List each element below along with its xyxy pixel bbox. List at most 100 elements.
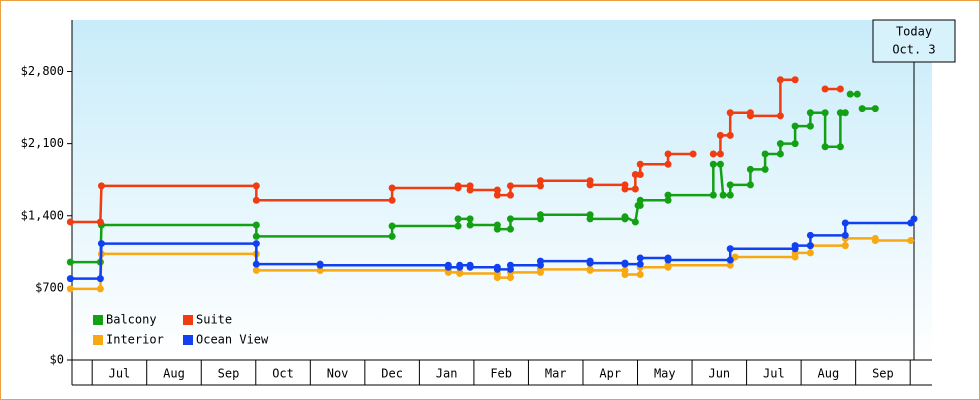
legend-label: Interior [106,333,164,347]
price-point [871,105,879,113]
price-point [746,112,754,120]
x-tick-label: Apr [599,367,621,381]
price-point [586,181,594,189]
price-point [841,109,849,117]
price-point [96,285,104,293]
price-point [316,266,324,274]
price-point [636,270,644,278]
legend-label: Balcony [106,313,157,327]
plot-area [72,20,932,360]
price-point [841,231,849,239]
price-point [493,265,501,273]
price-point [636,254,644,262]
price-point [586,259,594,267]
price-point [444,268,452,276]
price-point [664,261,672,269]
price-point [621,185,629,193]
x-tick-label: Jun [708,367,730,381]
price-point [506,261,514,269]
price-point [841,242,849,250]
price-point [664,256,672,264]
price-point [252,232,260,240]
price-point [466,263,474,271]
x-tick-label: Aug [818,367,840,381]
price-point [456,261,464,269]
legend-swatch [93,335,103,345]
price-point [761,165,769,173]
price-point [846,90,854,98]
price-point [726,181,734,189]
legend-label: Suite [196,313,232,327]
price-point [871,236,879,244]
price-point [806,231,814,239]
price-point [726,261,734,269]
price-point [791,122,799,130]
price-point [96,218,104,226]
price-point [719,191,727,199]
price-point [791,242,799,250]
price-point [388,232,396,240]
price-point [388,222,396,230]
today-box [872,19,956,63]
price-point [664,150,672,158]
price-point [636,171,644,179]
price-point [536,211,544,219]
price-point [493,191,501,199]
price-point [776,76,784,84]
price-point [493,225,501,233]
today-label: Today [896,25,932,39]
price-point [444,263,452,271]
price-point [252,196,260,204]
x-tick-label: Jul [763,367,785,381]
price-point [506,274,514,282]
price-point [586,215,594,223]
y-tick-label: $2,800 [21,64,64,78]
price-point [96,275,104,283]
price-point [636,201,644,209]
price-point [536,177,544,185]
price-point [709,150,717,158]
y-tick-label: $0 [50,353,64,367]
price-point [791,76,799,84]
price-point [806,109,814,117]
price-point [493,274,501,282]
price-point [709,191,717,199]
price-point [726,245,734,253]
x-tick-label: Jul [109,367,131,381]
price-point [66,285,74,293]
price-point [252,221,260,229]
price-point [689,150,697,158]
price-point [252,182,260,190]
price-point [776,150,784,158]
price-point [821,85,829,93]
price-point [726,256,734,264]
x-tick-label: Sep [872,367,894,381]
price-point [776,140,784,148]
price-point [631,218,639,226]
price-point [536,182,544,190]
price-point [709,160,717,168]
price-point [97,240,105,248]
price-point [506,215,514,223]
price-point [388,196,396,204]
legend-swatch [183,335,193,345]
price-point [388,184,396,192]
price-point [726,131,734,139]
price-point [841,219,849,227]
x-tick-label: Aug [163,367,185,381]
price-point [806,242,814,250]
x-tick-label: Sep [218,367,240,381]
price-point [252,260,260,268]
price-point [664,191,672,199]
x-tick-label: Mar [545,367,567,381]
price-point [636,260,644,268]
price-point [791,140,799,148]
legend-swatch [93,315,103,325]
price-point [536,257,544,265]
price-point [466,215,474,223]
price-point [858,105,866,113]
price-point [454,215,462,223]
price-point [66,218,74,226]
price-point [664,196,672,204]
